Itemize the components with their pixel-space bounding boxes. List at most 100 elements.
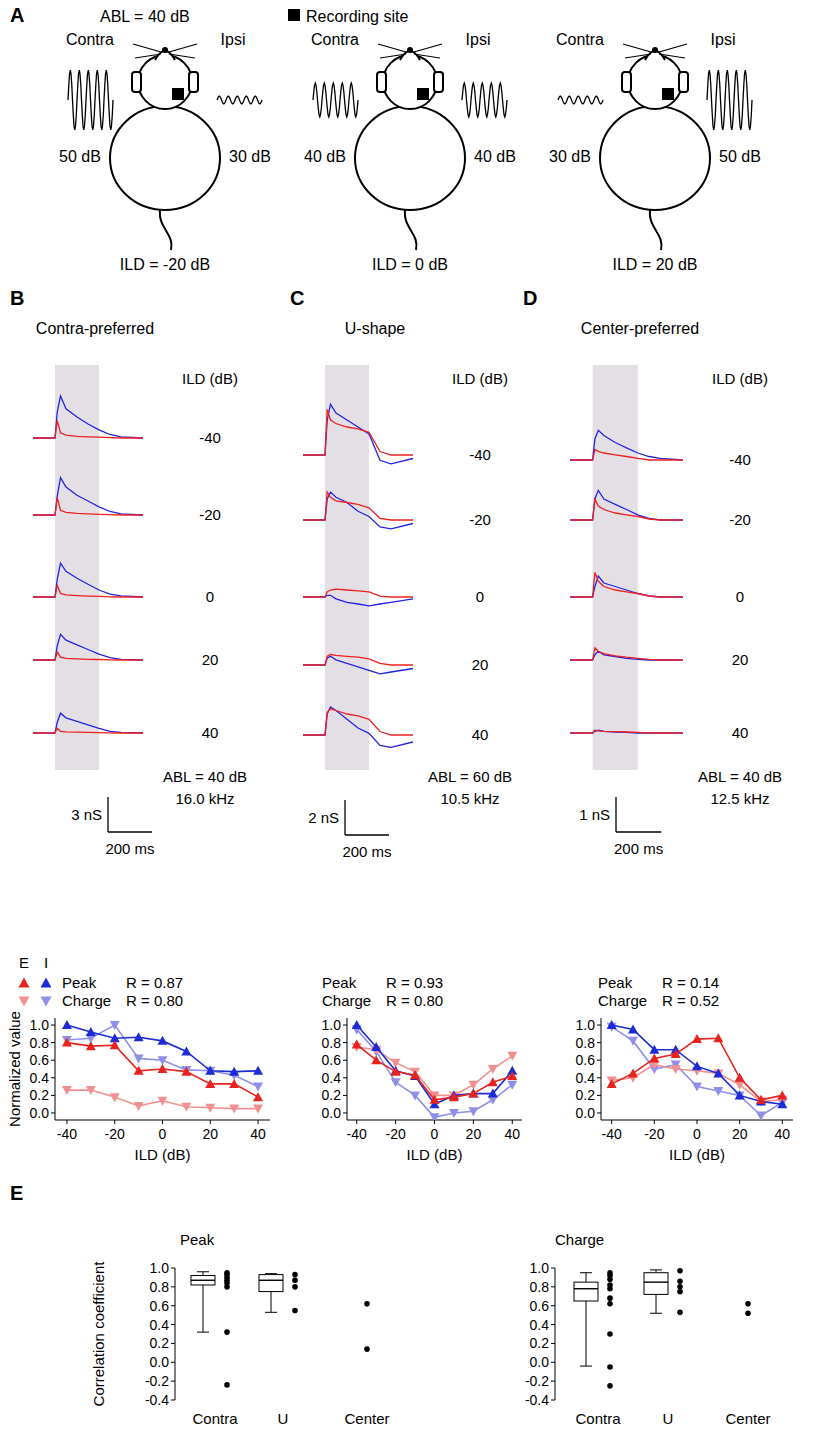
stimulus-window [593, 365, 638, 770]
whisker [586, 1273, 587, 1282]
y-tick [343, 1060, 347, 1061]
y-tick [597, 1112, 601, 1113]
x-tick [611, 1120, 612, 1124]
plot-marks [607, 1020, 788, 1120]
label: -40 [729, 451, 751, 468]
label: -20 [199, 506, 221, 523]
box [574, 1282, 598, 1301]
whisker [414, 54, 440, 58]
label: 1 nS [579, 806, 610, 823]
whisker [586, 1301, 587, 1366]
inhibitory-trace [570, 430, 683, 460]
y-tick [597, 1025, 601, 1026]
inhibitory-trace [33, 713, 143, 733]
point [292, 1277, 298, 1283]
y-tick [551, 1324, 555, 1325]
label: -40 [199, 429, 221, 446]
point [364, 1301, 370, 1307]
correlation-value: R = 0.93 [386, 974, 443, 991]
point [677, 1310, 683, 1316]
y-axis-title: Correlation coefficient [90, 1261, 107, 1407]
earphone [132, 72, 141, 92]
y-tick-label: 1.0 [322, 1017, 342, 1033]
y-tick [597, 1095, 601, 1096]
point [745, 1301, 751, 1307]
inhibitory-trace [303, 707, 413, 747]
y-axis [555, 1268, 556, 1400]
series-marker [692, 1061, 702, 1070]
median [259, 1280, 283, 1281]
x-tick [210, 1120, 211, 1124]
sound-wave [462, 83, 507, 117]
x-tick [114, 1120, 115, 1124]
y-tick [551, 1286, 555, 1287]
panel-letter: D [523, 287, 537, 309]
whisker-cap [265, 1273, 277, 1274]
point [364, 1346, 370, 1352]
scale-bar [616, 831, 661, 832]
x-tick-label: -40 [57, 1126, 77, 1142]
label: 40 [732, 724, 749, 741]
scale-bar [108, 831, 152, 832]
series-marker [756, 1112, 766, 1120]
label: 200 ms [105, 840, 154, 857]
x-tick [395, 1120, 396, 1124]
earphone [434, 72, 443, 92]
series-marker [371, 1055, 381, 1064]
label: ABL = 40 dB [100, 8, 190, 25]
series-marker [756, 1095, 766, 1104]
x-tick [782, 1120, 783, 1124]
x-axis-title: ILD (dB) [669, 1146, 725, 1163]
head [628, 55, 682, 109]
legend-marker [41, 978, 52, 988]
label: Ipsi [466, 31, 491, 48]
y-tick-label: 0.0 [576, 1105, 596, 1121]
sound-wave [313, 83, 358, 117]
legend-header: E [19, 954, 29, 971]
y-tick-label: 0.4 [30, 1070, 50, 1086]
label: ILD = 0 dB [372, 256, 448, 273]
series-marker [352, 1039, 362, 1048]
y-tick-label: 0.8 [530, 1279, 550, 1295]
series-marker [62, 1020, 72, 1029]
label: -20 [729, 511, 751, 528]
recording-site [172, 88, 184, 100]
panel-letter: C [290, 287, 304, 309]
series-marker [430, 1113, 440, 1120]
whisker [659, 44, 687, 52]
x-tick-label: 40 [250, 1126, 266, 1142]
series-marker [181, 1066, 191, 1075]
excitatory-trace [33, 421, 143, 439]
y-tick-label: 0.2 [30, 1087, 50, 1103]
y-tick [343, 1077, 347, 1078]
series-marker [671, 1049, 681, 1058]
label: 30 dB [549, 148, 591, 165]
series-marker [391, 1078, 401, 1087]
sound-wave [217, 96, 262, 104]
mouse [600, 44, 710, 250]
y-tick [51, 1077, 55, 1078]
scale-bar [345, 834, 389, 835]
y-tick-label: 0.8 [576, 1035, 596, 1051]
body [600, 106, 710, 210]
whisker-cap [265, 1312, 277, 1313]
tail [160, 205, 172, 250]
series-line [357, 1047, 513, 1095]
legend-label: Peak [62, 974, 97, 991]
panel-letter: A [10, 4, 24, 26]
y-tick [343, 1042, 347, 1043]
excitatory-trace [33, 652, 143, 660]
y-tick [551, 1343, 555, 1344]
median [644, 1281, 668, 1282]
series-marker [86, 1027, 96, 1036]
plot-marks [352, 1020, 518, 1120]
excitatory-trace [570, 499, 683, 520]
series-marker [62, 1038, 72, 1047]
tail [405, 205, 417, 250]
panel-letter: E [10, 1182, 23, 1204]
excitatory-trace [303, 709, 413, 735]
whisker [135, 54, 161, 58]
y-tick-label: -0.2 [525, 1373, 549, 1389]
series-marker [158, 1056, 168, 1065]
series-marker [488, 1077, 498, 1086]
